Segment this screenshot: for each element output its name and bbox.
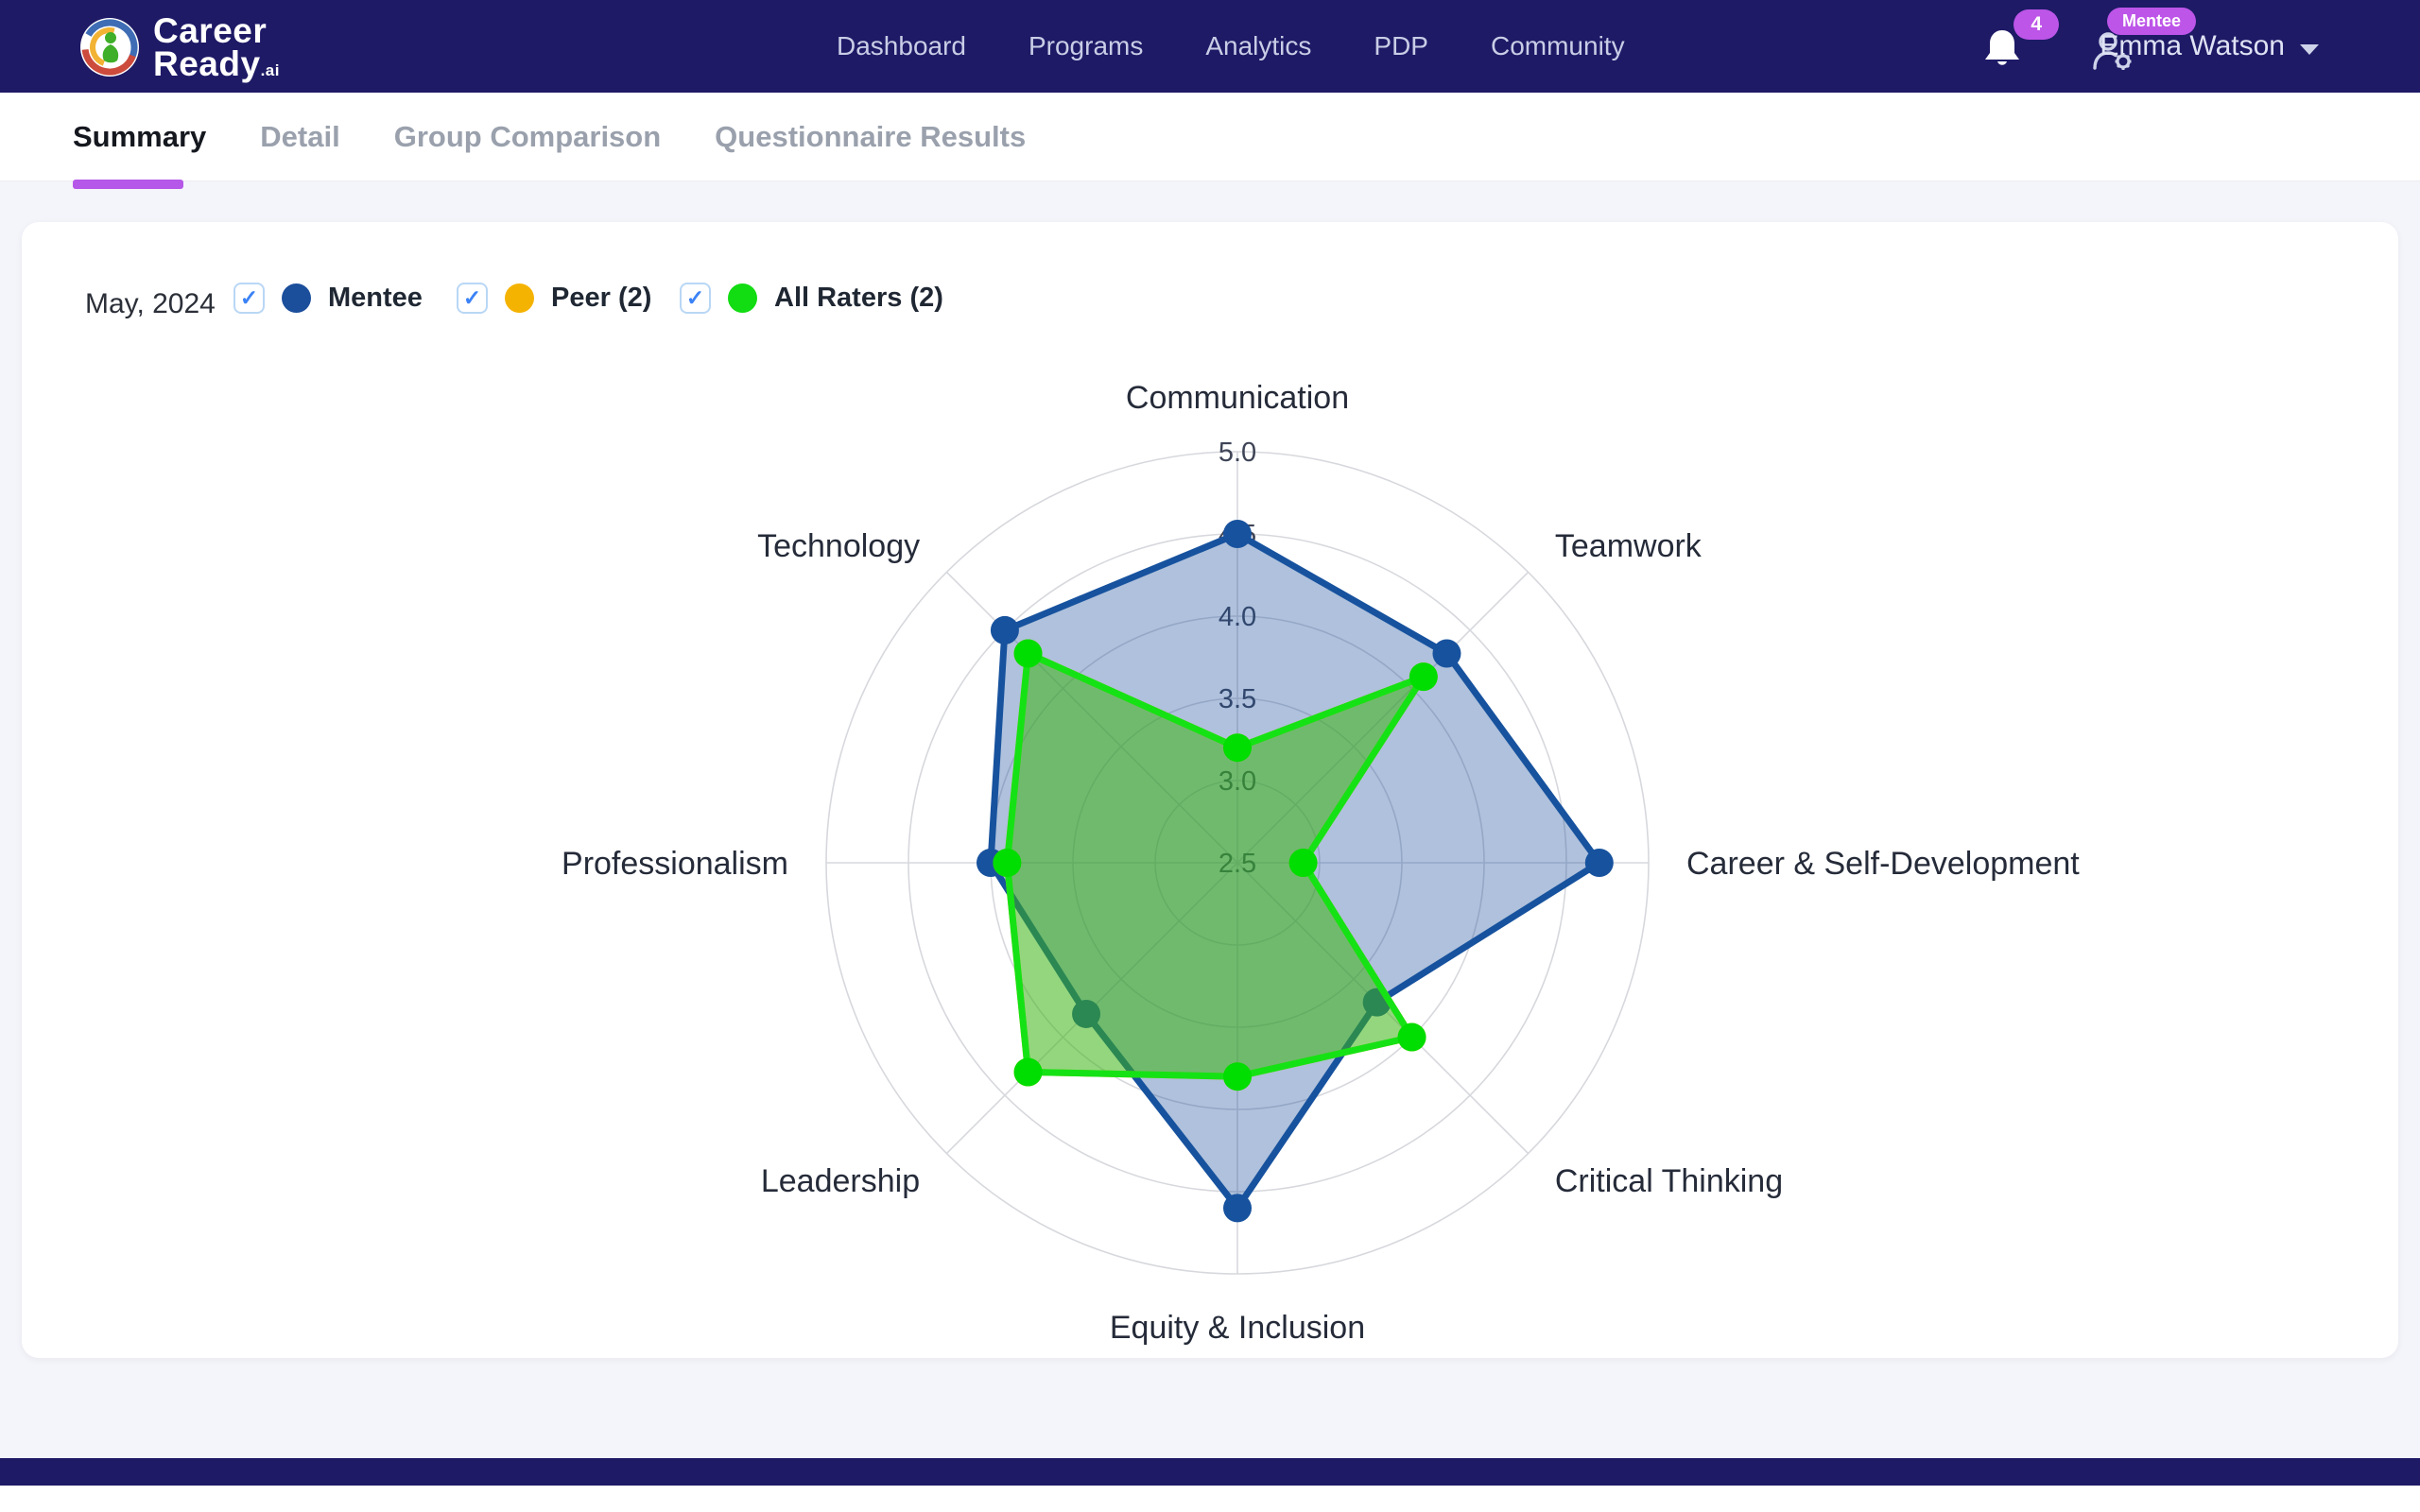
legend-item-mentee: ✓ Mentee xyxy=(233,283,423,314)
notifications-button[interactable] xyxy=(1983,28,2021,68)
tab-questionnaire-results[interactable]: Questionnaire Results xyxy=(715,120,1027,153)
tabs: Summary Detail Group Comparison Question… xyxy=(73,93,1026,181)
logo-suffix: .ai xyxy=(260,61,280,80)
mentee-checkbox[interactable]: ✓ xyxy=(233,283,265,314)
nav-community[interactable]: Community xyxy=(1490,31,1625,60)
nav-pdp[interactable]: PDP xyxy=(1374,31,1428,60)
all-raters-checkbox[interactable]: ✓ xyxy=(680,283,711,314)
logo-text: Career Ready.ai xyxy=(153,11,280,84)
footer-bar xyxy=(0,1458,2420,1486)
nav-analytics[interactable]: Analytics xyxy=(1205,31,1312,60)
user-gear-icon xyxy=(2093,32,2132,70)
nav-programs[interactable]: Programs xyxy=(1028,31,1144,60)
mentee-color-dot xyxy=(282,284,311,313)
legend-item-peer: ✓ Peer (2) xyxy=(457,283,651,314)
logo-icon xyxy=(80,18,139,77)
notification-badge: 4 xyxy=(2014,9,2059,40)
tab-group-comparison[interactable]: Group Comparison xyxy=(393,120,662,153)
nav-dashboard[interactable]: Dashboard xyxy=(837,31,966,60)
summary-card: May, 2024 ✓ Mentee ✓ Peer (2) ✓ All Rate… xyxy=(22,222,2398,1358)
logo-line1: Career xyxy=(153,11,268,50)
app-logo[interactable]: Career Ready.ai xyxy=(79,11,280,84)
user-settings-button[interactable] xyxy=(2091,30,2135,72)
tab-detail[interactable]: Detail xyxy=(260,120,340,153)
tab-bar: Summary Detail Group Comparison Question… xyxy=(0,93,2420,181)
peer-color-dot xyxy=(505,284,534,313)
active-tab-indicator xyxy=(73,180,183,189)
logo-line2: Ready.ai xyxy=(153,44,280,84)
legend-item-all-raters: ✓ All Raters (2) xyxy=(680,283,943,314)
main-nav: Dashboard Programs Analytics PDP Communi… xyxy=(837,0,1625,93)
period-label: May, 2024 xyxy=(85,288,216,319)
bell-icon xyxy=(1985,30,2019,65)
peer-label: Peer (2) xyxy=(551,283,652,313)
all-raters-color-dot xyxy=(728,284,757,313)
user-name: Emma Watson xyxy=(2100,30,2285,61)
user-menu[interactable]: Emma Watson xyxy=(2100,30,2319,62)
footer-space xyxy=(0,1486,2420,1512)
all-raters-label: All Raters (2) xyxy=(774,283,943,313)
peer-checkbox[interactable]: ✓ xyxy=(457,283,488,314)
chart-legend-row: May, 2024 ✓ Mentee ✓ Peer (2) ✓ All Rate… xyxy=(22,275,2398,335)
chevron-down-icon xyxy=(2300,43,2319,55)
app-header: Career Ready.ai Dashboard Programs Analy… xyxy=(0,0,2420,93)
role-badge: Mentee xyxy=(2106,8,2196,35)
mentee-label: Mentee xyxy=(328,283,423,313)
tab-summary[interactable]: Summary xyxy=(73,120,207,153)
